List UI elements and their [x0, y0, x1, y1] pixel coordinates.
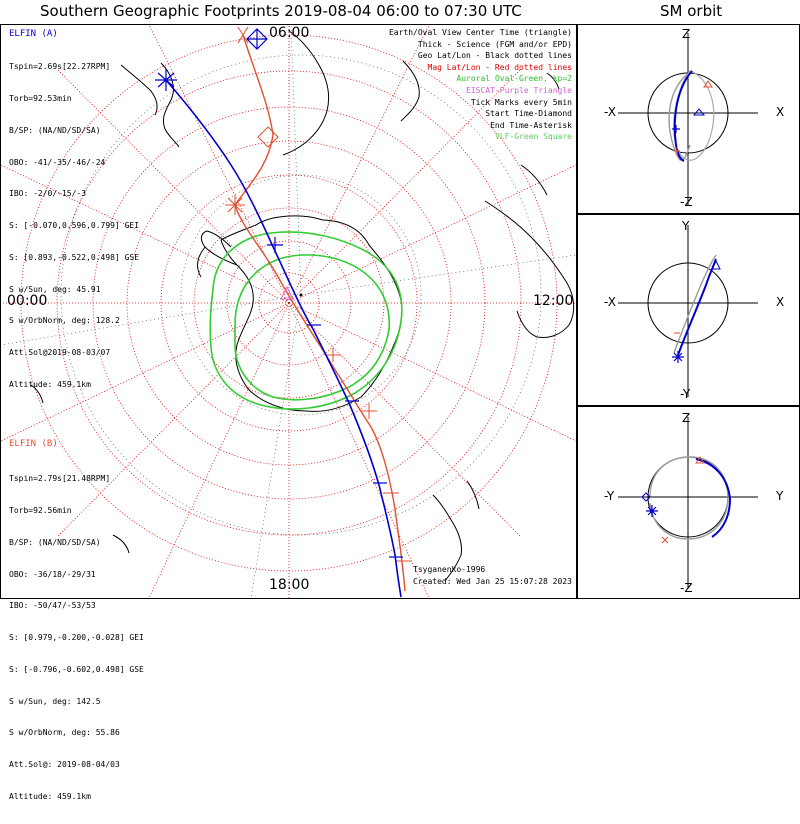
footprint-map: 06:00 00:00 12:00 18:00 ELFIN (A) Tspin=… [0, 24, 577, 801]
legend-item: Tick Marks every 5min [470, 97, 572, 107]
orbit-xz-svg [618, 33, 758, 205]
orbit-xz-right: X [776, 105, 785, 119]
hour-label-top: 06:00 [269, 25, 310, 41]
orbit-yz-bottom: -Z [680, 581, 693, 595]
elfin-a-info: Tspin=2.69s[22.27RPM] Torb=92.53min B/SP… [9, 62, 140, 389]
created-credit: Created: Wed Jan 25 15:07:28 2023 [413, 577, 572, 586]
orbit-xy-right: X [776, 295, 785, 309]
elfin-b-track [234, 34, 406, 592]
orbit-yz-svg [618, 417, 758, 589]
hour-label-right: 12:00 [533, 293, 574, 309]
orbit-xz-top: Z [682, 27, 691, 41]
orbit-xz-left: -X [604, 105, 616, 119]
elfin-b-ticks [225, 26, 411, 562]
elfin-b-name: ELFIN (B) [9, 439, 58, 449]
legend-item: Start Time-Diamond [485, 109, 572, 119]
orbit-xz-bottom: -Z [680, 195, 693, 209]
orbit-xy-bottom: -Y [680, 387, 691, 401]
legend-item: End Time-Asterisk [490, 120, 572, 130]
orbit-yz-right: Y [776, 489, 784, 503]
main-title: Southern Geographic Footprints 2019-08-0… [40, 2, 522, 20]
map-legend: Earth/Oval View Center Time (triangle) T… [389, 27, 572, 143]
legend-item: Geo Lat/Lon - Black dotted lines [417, 51, 572, 61]
hour-label-left: 00:00 [7, 293, 48, 309]
coastlines [30, 30, 575, 582]
eiscat-triangle [280, 285, 294, 300]
elfin-a-name: ELFIN (A) [9, 29, 58, 39]
legend-item: Earth/Oval View Center Time (triangle) [388, 28, 572, 37]
elfin-a-track [165, 79, 402, 598]
orbit-xy-svg [618, 225, 758, 397]
legend-item: EISCAT-Purple Triangle [466, 85, 572, 95]
orbit-xy-left: -X [604, 295, 616, 309]
legend-item: Thick - Science (FGM and/or EPD) [417, 39, 572, 49]
orbit-panel-yz: Z -Z -Y Y [577, 406, 800, 599]
sm-orbit-title: SM orbit [660, 2, 723, 20]
orbit-panel-xz: Z -Z -X X [577, 24, 800, 214]
elfin-b-info: Tspin=2.79s[21.48RPM] Torb=92.56min B/SP… [9, 474, 144, 801]
elfin-a-ticks [155, 28, 403, 558]
model-credit: Tsyganenko-1996 [413, 565, 486, 574]
orbit-xy-top: Y [682, 219, 690, 233]
orbit-yz-top: Z [682, 411, 691, 425]
hour-label-bottom: 18:00 [269, 577, 310, 593]
map-svg [1, 25, 576, 598]
geo-pole [299, 293, 303, 297]
legend-item: VLF-Green Square [494, 132, 572, 142]
legend-item: Mag Lat/Lon - Red dotted lines [427, 62, 573, 72]
legend-item: Auroral Oval-Green, kp=2 [456, 74, 572, 84]
mag-grid [1, 25, 576, 598]
orbit-yz-left: -Y [604, 489, 615, 503]
geo-grid [1, 25, 576, 598]
orbit-panel-xy: Y -Y -X X [577, 214, 800, 406]
